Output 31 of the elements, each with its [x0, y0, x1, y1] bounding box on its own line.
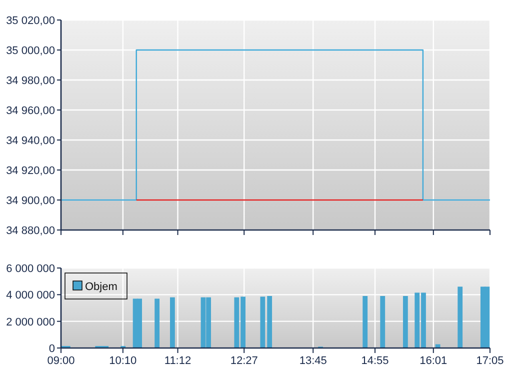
x-tick-label: 16:01	[420, 355, 448, 367]
bar	[137, 298, 142, 348]
y-tick-label: 6 000 000	[6, 263, 55, 275]
x-tick-label: 12:27	[230, 355, 258, 367]
y-tick-label: 34 880,00	[6, 225, 55, 237]
bar	[484, 286, 490, 348]
y-tick-label: 35 020,00	[6, 15, 55, 27]
x-tick-label: 11:12	[164, 355, 192, 367]
y-tick-label: 34 980,00	[6, 75, 55, 87]
x-tick-label: 13:45	[299, 355, 327, 367]
legend-label: Objem	[85, 281, 118, 293]
y-tick-label: 34 960,00	[6, 105, 55, 117]
bar	[402, 296, 408, 348]
y-tick-label: 34 920,00	[6, 165, 55, 177]
bar	[267, 296, 272, 348]
y-tick-label: 4 000 000	[6, 290, 55, 302]
y-tick-label: 35 000,00	[6, 45, 55, 57]
x-tick-label: 14:55	[361, 355, 389, 367]
y-tick-label: 34 900,00	[6, 195, 55, 207]
bar	[154, 298, 160, 348]
x-tick-label: 17:05	[476, 355, 504, 367]
y-tick-label: 34 940,00	[6, 135, 55, 147]
y-tick-label: 2 000 000	[6, 316, 55, 328]
x-tick-label: 09:00	[47, 355, 75, 367]
y-tick-label: 0	[48, 343, 55, 355]
bar	[260, 296, 266, 348]
bar	[380, 296, 386, 348]
bar	[170, 297, 175, 348]
bar	[362, 296, 368, 348]
x-tick-label: 10:10	[109, 355, 137, 367]
bar	[458, 286, 463, 348]
